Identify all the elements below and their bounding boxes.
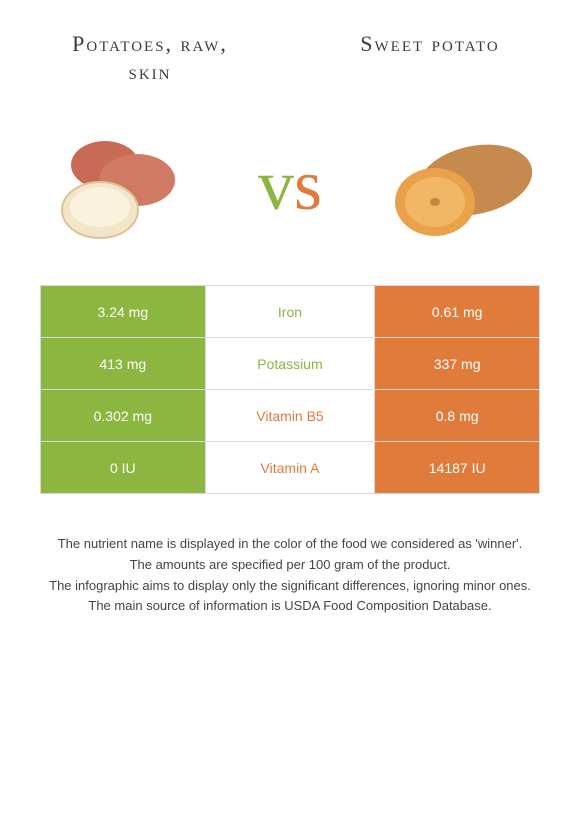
footnotes: The nutrient name is displayed in the co… [0,494,580,617]
right-value: 0.61 mg [375,286,540,338]
vs-label: vs [258,144,322,227]
table-row: 413 mgPotassium337 mg [41,338,540,390]
footnote-line: The main source of information is USDA F… [30,596,550,617]
header: Potatoes, raw, skin Sweet potato [0,0,580,95]
left-value: 413 mg [41,338,206,390]
right-value: 0.8 mg [375,390,540,442]
left-value: 0.302 mg [41,390,206,442]
nutrient-label: Vitamin A [205,442,375,494]
nutrient-label: Vitamin B5 [205,390,375,442]
left-value: 3.24 mg [41,286,206,338]
footnote-line: The nutrient name is displayed in the co… [30,534,550,555]
left-food-image [40,115,200,255]
right-value: 14187 IU [375,442,540,494]
left-food-title: Potatoes, raw, skin [50,30,250,85]
right-value: 337 mg [375,338,540,390]
right-food-title: Sweet potato [330,30,530,85]
footnote-line: The amounts are specified per 100 gram o… [30,555,550,576]
nutrient-label: Potassium [205,338,375,390]
nutrient-table: 3.24 mgIron0.61 mg413 mgPotassium337 mg0… [40,285,540,494]
vs-s: s [294,145,322,225]
left-value: 0 IU [41,442,206,494]
table-row: 3.24 mgIron0.61 mg [41,286,540,338]
footnote-line: The infographic aims to display only the… [30,576,550,597]
table-row: 0.302 mgVitamin B50.8 mg [41,390,540,442]
vs-v: v [258,145,294,225]
comparison-row: vs [0,95,580,285]
table-row: 0 IUVitamin A14187 IU [41,442,540,494]
nutrient-label: Iron [205,286,375,338]
right-food-image [380,115,540,255]
